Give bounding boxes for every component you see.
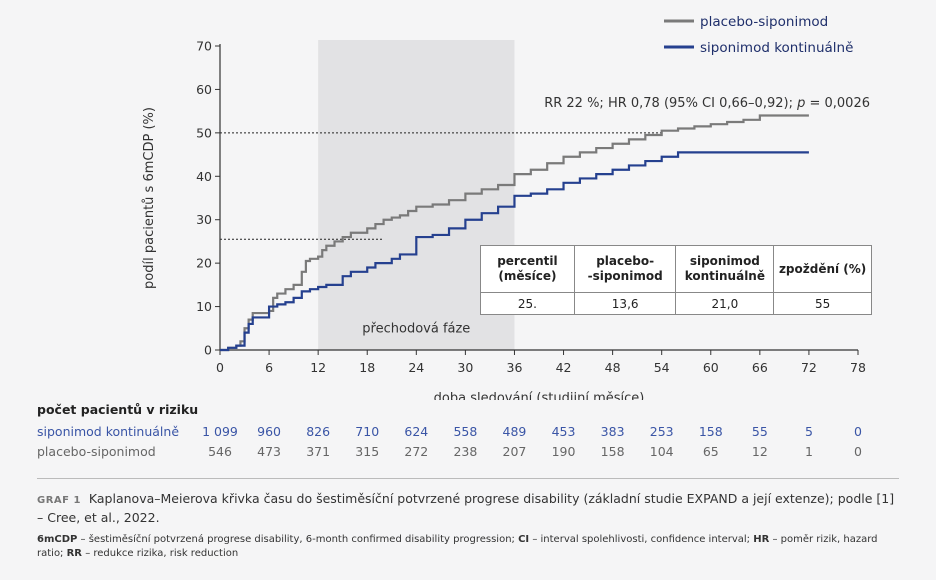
transition-phase-label: přechodová fáze — [362, 322, 470, 337]
reference-lines — [220, 132, 662, 240]
x-tick-label: 36 — [507, 360, 523, 375]
y-tick-label: 0 — [204, 343, 212, 358]
series-line — [220, 151, 809, 352]
axes: 0 10 20 30 40 50 60 70 0 6 12 18 24 30 36 42 48 54 60 66 72 7… — [196, 39, 866, 376]
footnote-abbr: 6mCDP — [37, 534, 78, 545]
y-tick-label: 60 — [196, 82, 212, 97]
y-axis-title: podíl pacientů s 6mCDP (%) — [142, 107, 157, 289]
footnote-abbr: RR — [66, 547, 83, 559]
footnote-abbr: HR — [753, 534, 770, 545]
risk-count: 960 — [257, 424, 281, 439]
risk-count: 190 — [551, 444, 576, 459]
risk-row-label: placebo-siponimod — [37, 444, 156, 459]
risk-count: 0 — [854, 444, 862, 459]
x-tick-label: 60 — [703, 360, 719, 375]
risk-count: 624 — [404, 424, 429, 439]
x-tick-label: 0 — [216, 360, 224, 375]
footnote-text: – redukce rizika, risk reduction — [82, 547, 239, 559]
footnote-text: – interval spolehlivosti, confidence int… — [529, 534, 754, 545]
y-tick-label: 70 — [196, 39, 212, 54]
caption-label: GRAF 1 — [37, 495, 81, 506]
risk-count: 826 — [306, 424, 331, 439]
risk-count: 383 — [600, 424, 625, 439]
risk-count: 1 — [804, 444, 813, 459]
abbreviations-footnote: 6mCDP – šestiměsíční potvrzená progrese … — [37, 533, 899, 560]
risk-count: 158 — [698, 424, 723, 439]
risk-count: 1 099 — [202, 424, 238, 439]
footnote-text: – šestiměsíční potvrzená progrese disabi… — [77, 534, 519, 545]
x-tick-label: 42 — [556, 360, 572, 375]
hr-annotation-p: p — [796, 96, 805, 111]
x-axis-title: doba sledování (studijní měsíce) — [434, 391, 645, 400]
y-tick-label: 30 — [196, 212, 212, 227]
risk-count: 473 — [257, 444, 281, 459]
risk-count: 453 — [551, 424, 576, 439]
footnote-text: – poměr rizik, hazard ratio; — [37, 534, 878, 559]
x-tick-label: 24 — [408, 360, 424, 375]
footnote-abbr: CI — [518, 534, 530, 545]
x-tick-label: 12 — [310, 360, 326, 375]
y-tick-label: 10 — [196, 299, 212, 314]
hr-annotation-value: = 0,0026 — [805, 96, 870, 111]
risk-count: 65 — [702, 444, 719, 459]
x-tick-label: 6 — [265, 360, 273, 375]
x-tick-label: 48 — [605, 360, 621, 375]
percentile-table-cell: 25. — [480, 292, 575, 315]
risk-count: 558 — [453, 424, 478, 439]
risk-count: 207 — [502, 444, 527, 459]
series-lines — [220, 114, 809, 352]
risk-count: 315 — [355, 444, 380, 459]
x-tick-label: 72 — [801, 360, 817, 375]
risk-count: 253 — [649, 424, 674, 439]
x-tick-label: 54 — [654, 360, 670, 375]
risk-count: 158 — [600, 444, 625, 459]
risk-count: 546 — [208, 444, 232, 459]
percentile-table-header-cell: percentil (měsíce) — [480, 245, 575, 293]
legend-label: siponimod kontinuálně — [700, 40, 853, 56]
risk-row-label: siponimod kontinuálně — [37, 424, 180, 439]
x-tick-label: 30 — [457, 360, 473, 375]
legend: placebo-siponimod siponimod kontinuálně — [664, 14, 853, 56]
x-tick-label: 18 — [359, 360, 375, 375]
risk-count: 710 — [355, 424, 380, 439]
risk-table-title: počet pacientů v riziku — [37, 402, 199, 417]
hr-annotation: RR 22 %; HR 0,78 (95% CI 0,66–0,92); p =… — [544, 96, 870, 111]
x-tick-label: 78 — [850, 360, 866, 375]
hr-annotation-text: RR 22 %; HR 0,78 (95% CI 0,66–0,92); — [544, 96, 797, 111]
percentile-table-cell: 55 — [773, 292, 872, 315]
y-tick-label: 40 — [196, 169, 212, 184]
km-chart: 0 10 20 30 40 50 60 70 0 6 12 18 24 30 36 42 48 54 60 66 72 7… — [142, 14, 870, 400]
caption-divider — [37, 478, 899, 479]
risk-count: 5 — [804, 424, 813, 439]
caption-text: Kaplanova–Meierova křivka času do šestim… — [37, 491, 895, 525]
percentile-table-cell: 21,0 — [675, 292, 775, 315]
risk-count: 238 — [453, 444, 478, 459]
risk-count: 272 — [404, 444, 429, 459]
percentile-table-header-cell: siponimod kontinuálně — [675, 245, 775, 293]
risk-count: 104 — [649, 444, 674, 459]
risk-count: 12 — [751, 444, 768, 459]
percentile-table-row: 25. 13,6 21,0 55 — [480, 292, 872, 315]
risk-count: 371 — [306, 444, 331, 459]
figure-caption: GRAF 1 Kaplanova–Meierova křivka času do … — [37, 490, 899, 526]
x-tick-label: 66 — [752, 360, 768, 375]
risk-count: 489 — [502, 424, 527, 439]
risk-count: 55 — [751, 424, 768, 439]
percentile-table-header-cell: placebo- -siponimod — [573, 245, 677, 293]
y-tick-label: 20 — [196, 256, 212, 271]
legend-label: placebo-siponimod — [700, 14, 828, 30]
percentile-table-header-cell: zpoždění (%) — [773, 245, 872, 293]
percentile-table-header: percentil (měsíce) placebo- -siponimod sipon… — [480, 245, 872, 293]
y-tick-label: 50 — [196, 125, 212, 140]
series-line — [220, 114, 809, 352]
percentile-table-cell: 13,6 — [573, 292, 677, 315]
risk-count: 0 — [854, 424, 862, 439]
percentile-table: percentil (měsíce) placebo- -siponimod sipon… — [480, 245, 872, 315]
